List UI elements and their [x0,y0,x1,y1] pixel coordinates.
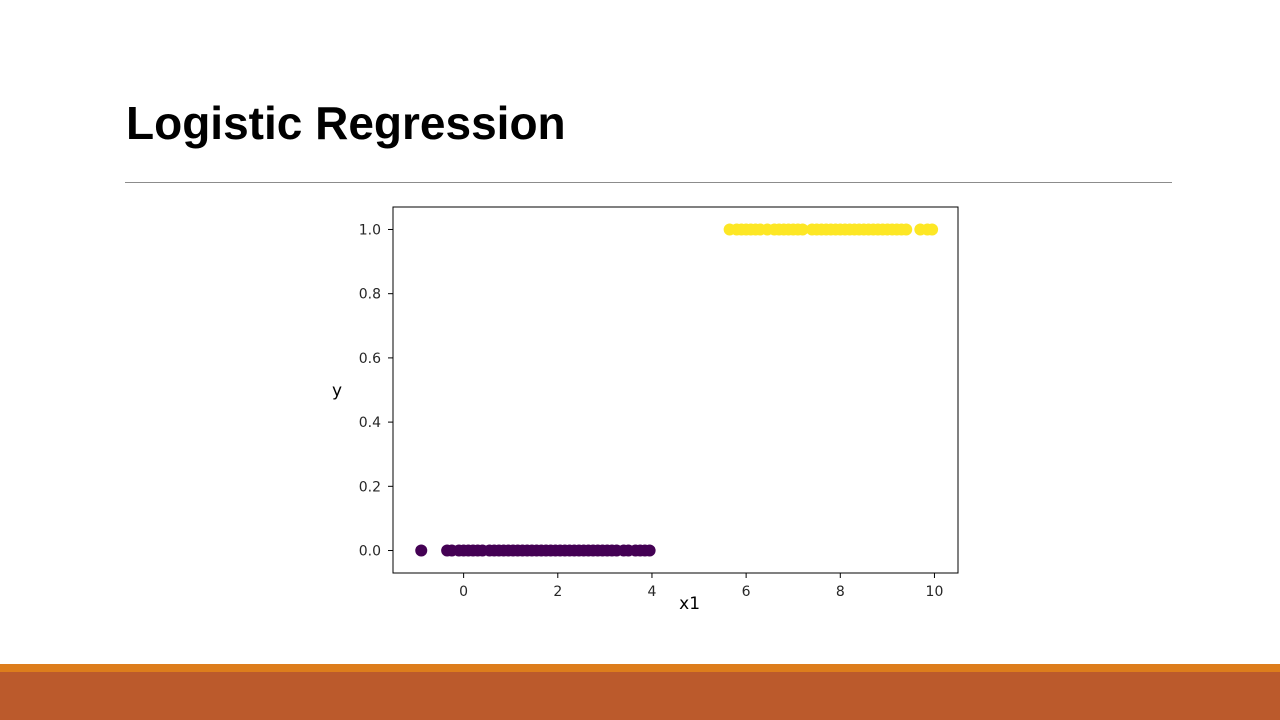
x-tick-label: 10 [926,584,944,600]
plot-frame [392,206,959,574]
y-axis: 0.0 0.2 0.4 0.6 0.8 1.0 [359,222,393,560]
x-tick-label: 8 [836,584,845,600]
data-point-class-1 [900,223,913,236]
x-tick-label: 4 [647,584,656,600]
plot-points [415,223,939,557]
y-tick-label: 0.6 [359,351,381,367]
data-point-class-1 [796,223,809,236]
x-tick-label: 0 [459,584,468,600]
data-point-class-1 [926,223,939,236]
y-tick-label: 0.0 [359,544,381,560]
y-tick-label: 1.0 [359,222,381,238]
x-tick-label: 6 [742,584,751,600]
x-tick-label: 2 [553,584,562,600]
data-point-class-0 [643,544,656,557]
x-axis-label: x1 [679,594,700,614]
x-axis: 0 2 4 6 8 10 [459,573,943,600]
data-point-class-0 [415,544,428,557]
y-tick-label: 0.4 [359,415,381,431]
slide-title: Logistic Regression [126,97,566,149]
y-tick-label: 0.8 [359,287,381,303]
title-divider [125,182,1172,183]
scatter-chart: 0 2 4 6 8 10 0.0 0.2 0.4 0.6 0.8 1.0 x1 y [332,206,959,614]
y-axis-label: y [332,381,342,401]
footer-accent-stripe [0,664,1280,672]
y-tick-label: 0.2 [359,479,381,495]
footer-bar [0,672,1280,720]
